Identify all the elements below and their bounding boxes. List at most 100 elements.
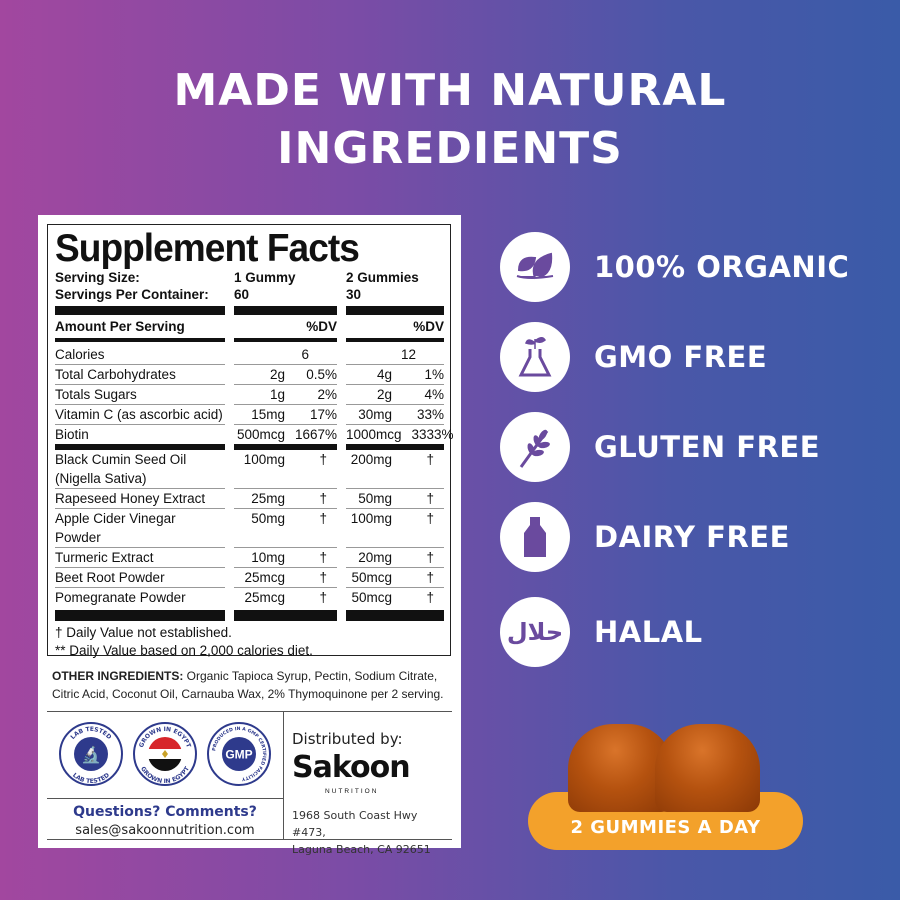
amount-1: 1g (269, 387, 285, 402)
divider-bar (55, 444, 444, 450)
nutrient-row: Apple Cider Vinegar Powder 50mg † 100mg † (55, 509, 444, 548)
amount-2: 50mg (358, 491, 392, 506)
nutrient-name: Black Cumin Seed Oil (55, 452, 187, 467)
nutrient-row: Rapeseed Honey Extract 25mg † 50mg † (55, 489, 444, 509)
footnote-calories: ** Daily Value based on 2,000 calories d… (55, 643, 313, 658)
nutrient-row: Total Carbohydrates 2g 0.5% 4g 1% (55, 365, 444, 385)
servings-1: 60 (234, 287, 250, 302)
dv-2: 3333% (411, 427, 454, 442)
nutrient-row: Pomegranate Powder 25mcg † 50mcg † (55, 588, 443, 607)
amount-1: 100mg (243, 452, 285, 467)
dv-2: † (426, 590, 434, 605)
gummy-image (655, 724, 760, 812)
distributed-by-label: Distributed by: (292, 730, 403, 748)
nutrient-name: Beet Root Powder (55, 570, 165, 585)
dv-1: 17% (309, 407, 337, 422)
serving-size-2: 2 Gummies (346, 270, 419, 285)
feature-halal: حلال HALAL (500, 597, 703, 667)
dv-1: 2% (317, 387, 337, 402)
nutrient-row: Calories 6 12 (55, 345, 444, 365)
dv-1: 1667% (294, 427, 337, 442)
nutrient-row: Black Cumin Seed Oil (Nigella Sativa) 100… (55, 450, 444, 489)
dv-1: † (319, 452, 327, 467)
other-ingredients: OTHER INGREDIENTS: Organic Tapioca Syrup… (52, 667, 452, 703)
serving-size-label: Serving Size: (55, 270, 140, 285)
dv-2: † (426, 570, 434, 585)
nutrient-row: Beet Root Powder 25mcg † 50mcg † (55, 568, 444, 588)
lab-tested-badge: LAB TESTED LAB TESTED 🔬 (59, 722, 123, 786)
divider-bar (55, 610, 444, 621)
feature-gmo-free: GMO FREE (500, 322, 767, 392)
servings-2: 30 (346, 287, 362, 302)
amount-2: 2g (376, 387, 392, 402)
nutrient-name: Rapeseed Honey Extract (55, 491, 206, 506)
distributor-address: 1968 South Coast Hwy #473, Laguna Beach, … (292, 807, 452, 858)
dv-2: 33% (416, 407, 444, 422)
nutrient-name: Pomegranate Powder (55, 590, 186, 605)
other-ingredients-text: Organic Tapioca Syrup, Pectin, Sodium Ci… (52, 669, 444, 701)
feature-label: GLUTEN FREE (594, 430, 821, 464)
footnote-dv: † Daily Value not established. (55, 625, 232, 640)
nutrient-name: Vitamin C (as ascorbic acid) (55, 407, 223, 422)
nutrient-rows: Calories 6 12 Total Carbohydrates 2g 0.5% … (55, 345, 454, 444)
leaf-icon (500, 232, 570, 302)
address-line-2: Laguna Beach, CA 92651 (292, 843, 431, 856)
halal-icon: حلال (500, 597, 570, 667)
dv-1: 0.5% (306, 367, 337, 382)
nutrient-row: Turmeric Extract 10mg † 20mg † (55, 548, 444, 568)
amount-2: 30mg (358, 407, 392, 422)
dv-label-1: %DV (306, 319, 337, 334)
amount-1: 500mcg (236, 427, 285, 442)
amount-2: 4g (376, 367, 392, 382)
nutrient-name: Apple Cider Vinegar Powder (55, 511, 176, 545)
halal-glyph: حلال (506, 618, 564, 646)
egypt-flag-icon (148, 737, 182, 771)
amount-1: 15mg (251, 407, 285, 422)
amount-1: 50mg (251, 511, 285, 526)
amount-1: 25mcg (244, 590, 285, 605)
egypt-eagle-icon (162, 750, 168, 758)
amount-2: 200mg (350, 452, 392, 467)
feature-label: HALAL (594, 615, 703, 649)
dv-1: † (319, 550, 327, 565)
serving-size-row: Serving Size: 1 Gummy 2 Gummies (55, 269, 443, 286)
divider-bar (55, 338, 444, 342)
amount-label: Amount Per Serving (55, 319, 185, 334)
nutrient-subname: (Nigella Sativa) (55, 471, 147, 486)
divider (283, 712, 284, 839)
contact-email[interactable]: sales@sakoonnutrition.com (75, 823, 255, 838)
logo-subtitle: NUTRITION (325, 788, 379, 795)
nutrient-row: Biotin 500mcg 1667% 1000mcg 3333% (55, 425, 454, 444)
amount-2: 100mg (350, 511, 392, 526)
dv-2: 1% (424, 367, 444, 382)
serving-size-1: 1 Gummy (234, 270, 296, 285)
facts-title: Supplement Facts (55, 227, 360, 270)
amount-1: 25mcg (244, 570, 285, 585)
microscope-icon: 🔬 (81, 745, 101, 764)
feature-label: DAIRY FREE (594, 520, 790, 554)
feature-gluten-free: GLUTEN FREE (500, 412, 820, 482)
headline: MADE WITH NATURAL INGREDIENTS (0, 62, 900, 178)
dv-2: † (426, 491, 434, 506)
nutrient-name: Calories (55, 347, 105, 362)
nutrient-row: Vitamin C (as ascorbic acid) 15mg 17% 30m… (55, 405, 444, 425)
sakoon-logo: Sakoon (292, 750, 411, 785)
dv-2: † (426, 452, 434, 467)
amount-1: 2g (269, 367, 285, 382)
feature-label: 100% ORGANIC (594, 250, 850, 284)
gmp-text: GMP (225, 748, 252, 762)
supplement-facts-panel: Supplement Facts Serving Size: 1 Gummy 2… (47, 224, 454, 658)
feature-organic: 100% ORGANIC (500, 232, 849, 302)
feature-dairy-free: DAIRY FREE (500, 502, 790, 572)
amount-header-row: Amount Per Serving %DV %DV (55, 318, 444, 335)
divider-bar (55, 306, 444, 315)
divider (47, 798, 283, 799)
dv-2 (420, 345, 444, 364)
flask-plant-icon (500, 322, 570, 392)
grown-in-egypt-badge: GROWN IN EGYPT GROWN IN EGYPT (133, 722, 197, 786)
servings-label: Servings Per Container: (55, 287, 209, 302)
questions-heading: Questions? Comments? (73, 804, 257, 820)
amount-1: 25mg (251, 491, 285, 506)
dv-1: † (319, 590, 327, 605)
dv-2: † (426, 550, 434, 565)
